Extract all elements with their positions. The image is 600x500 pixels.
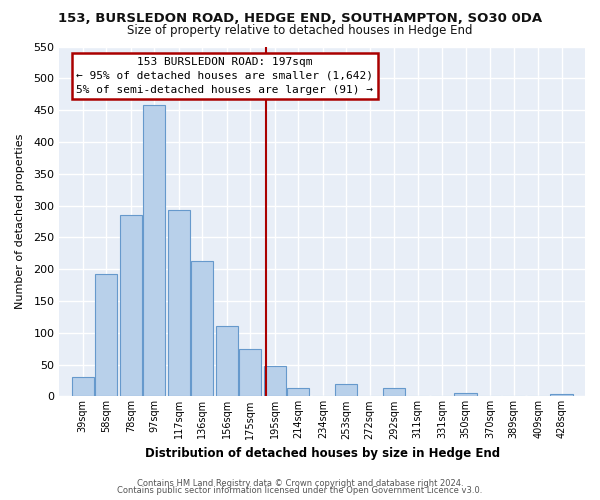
Bar — [454, 393, 477, 396]
Bar — [143, 105, 166, 397]
Bar — [550, 394, 573, 396]
Bar — [335, 384, 358, 396]
Bar — [71, 378, 94, 396]
Bar — [119, 215, 142, 396]
Bar — [95, 274, 118, 396]
Text: Contains HM Land Registry data © Crown copyright and database right 2024.: Contains HM Land Registry data © Crown c… — [137, 478, 463, 488]
Bar — [191, 261, 214, 396]
Text: 153, BURSLEDON ROAD, HEDGE END, SOUTHAMPTON, SO30 0DA: 153, BURSLEDON ROAD, HEDGE END, SOUTHAMP… — [58, 12, 542, 26]
Text: 153 BURSLEDON ROAD: 197sqm
← 95% of detached houses are smaller (1,642)
5% of se: 153 BURSLEDON ROAD: 197sqm ← 95% of deta… — [76, 57, 373, 95]
X-axis label: Distribution of detached houses by size in Hedge End: Distribution of detached houses by size … — [145, 447, 500, 460]
Y-axis label: Number of detached properties: Number of detached properties — [15, 134, 25, 309]
Bar — [215, 326, 238, 396]
Bar — [167, 210, 190, 396]
Bar — [383, 388, 406, 396]
Text: Contains public sector information licensed under the Open Government Licence v3: Contains public sector information licen… — [118, 486, 482, 495]
Bar — [287, 388, 310, 396]
Text: Size of property relative to detached houses in Hedge End: Size of property relative to detached ho… — [127, 24, 473, 37]
Bar — [239, 348, 262, 397]
Bar — [263, 366, 286, 396]
